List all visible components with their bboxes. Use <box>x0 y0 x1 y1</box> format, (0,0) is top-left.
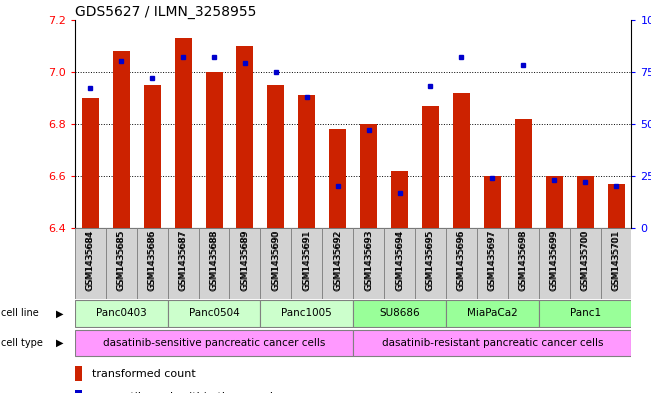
Text: GSM1435698: GSM1435698 <box>519 230 528 291</box>
Text: SU8686: SU8686 <box>380 309 420 318</box>
Text: GSM1435693: GSM1435693 <box>364 230 373 290</box>
Bar <box>360 124 377 228</box>
Bar <box>75 300 168 327</box>
Bar <box>477 228 508 299</box>
Bar <box>570 228 600 299</box>
Bar <box>75 390 81 393</box>
Text: GSM1435692: GSM1435692 <box>333 230 342 290</box>
Bar <box>75 228 105 299</box>
Text: GDS5627 / ILMN_3258955: GDS5627 / ILMN_3258955 <box>75 5 256 18</box>
Text: GSM1435687: GSM1435687 <box>178 230 187 290</box>
Text: GSM1435688: GSM1435688 <box>210 230 219 291</box>
Text: GSM1435690: GSM1435690 <box>271 230 281 291</box>
Text: GSM1435695: GSM1435695 <box>426 230 435 290</box>
Text: GSM1435701: GSM1435701 <box>611 230 620 291</box>
Text: percentile rank within the sample: percentile rank within the sample <box>92 392 279 393</box>
Text: GSM1435688: GSM1435688 <box>210 230 219 290</box>
Bar <box>508 228 539 299</box>
Bar <box>260 300 353 327</box>
Text: GSM1435696: GSM1435696 <box>457 230 466 291</box>
Bar <box>322 228 353 299</box>
Text: GSM1435696: GSM1435696 <box>457 230 466 290</box>
Text: GSM1435689: GSM1435689 <box>240 230 249 291</box>
Text: GSM1435686: GSM1435686 <box>148 230 157 291</box>
Text: GSM1435700: GSM1435700 <box>581 230 590 291</box>
Text: GSM1435691: GSM1435691 <box>302 230 311 290</box>
Bar <box>268 85 284 228</box>
Text: Panc1: Panc1 <box>570 309 601 318</box>
Text: GSM1435692: GSM1435692 <box>333 230 342 290</box>
Bar <box>230 228 260 299</box>
Text: GSM1435685: GSM1435685 <box>117 230 126 290</box>
Bar <box>292 228 322 299</box>
Bar <box>168 228 199 299</box>
Bar <box>82 98 99 228</box>
Bar <box>422 106 439 228</box>
Bar <box>384 228 415 299</box>
Text: Panc0504: Panc0504 <box>189 309 240 318</box>
Text: dasatinib-sensitive pancreatic cancer cells: dasatinib-sensitive pancreatic cancer ce… <box>103 338 326 348</box>
Text: dasatinib-resistant pancreatic cancer cells: dasatinib-resistant pancreatic cancer ce… <box>381 338 603 348</box>
Text: GSM1435701: GSM1435701 <box>611 230 620 290</box>
Bar <box>539 228 570 299</box>
Text: GSM1435691: GSM1435691 <box>302 230 311 291</box>
Text: GSM1435697: GSM1435697 <box>488 230 497 290</box>
Text: GSM1435693: GSM1435693 <box>364 230 373 291</box>
Text: GSM1435697: GSM1435697 <box>488 230 497 291</box>
Bar <box>391 171 408 228</box>
Bar <box>260 228 292 299</box>
Text: ▶: ▶ <box>56 309 64 318</box>
Bar <box>206 72 223 228</box>
Text: GSM1435698: GSM1435698 <box>519 230 528 290</box>
Bar <box>484 176 501 228</box>
Bar <box>199 228 230 299</box>
Bar <box>353 228 384 299</box>
Bar <box>137 228 168 299</box>
Text: GSM1435699: GSM1435699 <box>549 230 559 291</box>
Bar <box>415 228 446 299</box>
Text: GSM1435695: GSM1435695 <box>426 230 435 291</box>
Text: GSM1435684: GSM1435684 <box>86 230 95 290</box>
Bar <box>168 300 260 327</box>
Text: GSM1435700: GSM1435700 <box>581 230 590 290</box>
Text: GSM1435694: GSM1435694 <box>395 230 404 290</box>
Bar <box>539 300 631 327</box>
Bar <box>298 95 315 228</box>
Bar <box>600 228 631 299</box>
Text: GSM1435684: GSM1435684 <box>86 230 95 290</box>
Bar <box>515 119 532 228</box>
Bar <box>446 300 539 327</box>
Bar <box>106 228 137 299</box>
Bar <box>453 93 470 228</box>
Text: GSM1435690: GSM1435690 <box>271 230 281 290</box>
Text: GSM1435694: GSM1435694 <box>395 230 404 290</box>
Bar <box>113 51 130 228</box>
Bar <box>446 228 477 299</box>
Bar <box>174 38 191 228</box>
Bar <box>546 176 562 228</box>
Text: GSM1435686: GSM1435686 <box>148 230 157 290</box>
Bar <box>75 366 81 381</box>
Text: cell type: cell type <box>1 338 43 348</box>
Text: ▶: ▶ <box>56 338 64 348</box>
Text: Panc1005: Panc1005 <box>281 309 332 318</box>
Text: MiaPaCa2: MiaPaCa2 <box>467 309 518 318</box>
Bar <box>144 85 161 228</box>
Bar <box>75 330 353 356</box>
Text: cell line: cell line <box>1 309 39 318</box>
Bar <box>607 184 624 228</box>
Bar <box>353 330 631 356</box>
Text: transformed count: transformed count <box>92 369 195 379</box>
Bar <box>236 46 253 228</box>
Bar <box>329 129 346 228</box>
Text: GSM1435689: GSM1435689 <box>240 230 249 290</box>
Text: GSM1435687: GSM1435687 <box>178 230 187 291</box>
Text: GSM1435685: GSM1435685 <box>117 230 126 291</box>
Bar <box>577 176 594 228</box>
Text: Panc0403: Panc0403 <box>96 309 146 318</box>
Text: GSM1435699: GSM1435699 <box>549 230 559 290</box>
Bar <box>353 300 446 327</box>
